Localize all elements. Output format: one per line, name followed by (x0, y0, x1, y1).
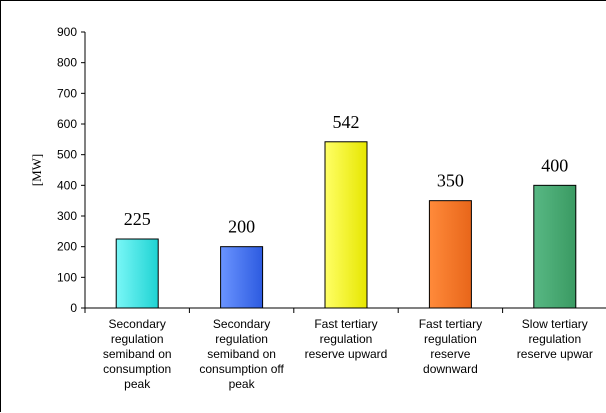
category-label-line: reserve (430, 347, 470, 361)
category-label-line: Fast tertiary (314, 317, 377, 331)
data-label: 350 (437, 171, 464, 191)
y-axis: 0 100 200 300 400 500 600 700 800 900 (57, 25, 86, 315)
category-label: Secondary regulation semiband on consumptio… (103, 317, 172, 391)
bar (324, 141, 368, 309)
y-tick-label: 400 (57, 178, 77, 192)
category-label-line: Slow tertiary (522, 317, 588, 331)
category-label-line: regulation (528, 332, 581, 346)
category-label-line: regulation (424, 332, 477, 346)
category-label-line: consumption off (199, 362, 284, 376)
data-label: 400 (541, 155, 568, 175)
category-label-line: reserve upward (305, 347, 388, 361)
category-label-line: reserve upwar (517, 347, 593, 361)
bars (115, 141, 577, 309)
category-label-line: semiband on (103, 347, 172, 361)
y-axis-title: [MW] (29, 154, 44, 187)
category-label-line: Secondary (213, 317, 270, 331)
category-label-line: peak (124, 377, 151, 391)
category-label-line: regulation (215, 332, 268, 346)
category-label-line: Fast tertiary (419, 317, 482, 331)
y-tick-label: 900 (57, 25, 77, 39)
y-tick-label: 0 (70, 301, 77, 315)
bar (115, 238, 159, 309)
category-label-line: regulation (111, 332, 164, 346)
bar (220, 246, 264, 309)
data-label: 225 (124, 209, 151, 229)
data-label: 200 (228, 217, 255, 237)
y-tick-label: 200 (57, 240, 77, 254)
y-tick-label: 700 (57, 86, 77, 100)
category-label-line: peak (229, 377, 256, 391)
y-tick-label: 500 (57, 148, 77, 162)
category-labels: Secondary regulation semiband on consumptio… (103, 317, 593, 391)
bar (533, 184, 577, 309)
category-label: Fast tertiary regulation reserve upward (305, 317, 388, 361)
category-label: Slow tertiary regulation reserve upwar (517, 317, 593, 361)
category-label-line: downward (423, 362, 478, 376)
category-label-line: semiband on (207, 347, 276, 361)
bar (428, 200, 472, 309)
category-label-line: regulation (320, 332, 373, 346)
data-labels: 225 200 542 350 400 (124, 112, 569, 237)
x-axis (84, 307, 606, 313)
category-label-line: consumption (103, 362, 171, 376)
category-label-line: Secondary (109, 317, 166, 331)
y-tick-label: 600 (57, 117, 77, 131)
y-tick-label: 100 (57, 270, 77, 284)
category-label: Fast tertiary regulation reserve downward (419, 317, 482, 376)
y-tick-label: 300 (57, 209, 77, 223)
category-label: Secondary regulation semiband on consumptio… (199, 317, 284, 391)
y-tick-label: 800 (57, 56, 77, 70)
data-label: 542 (333, 112, 360, 132)
